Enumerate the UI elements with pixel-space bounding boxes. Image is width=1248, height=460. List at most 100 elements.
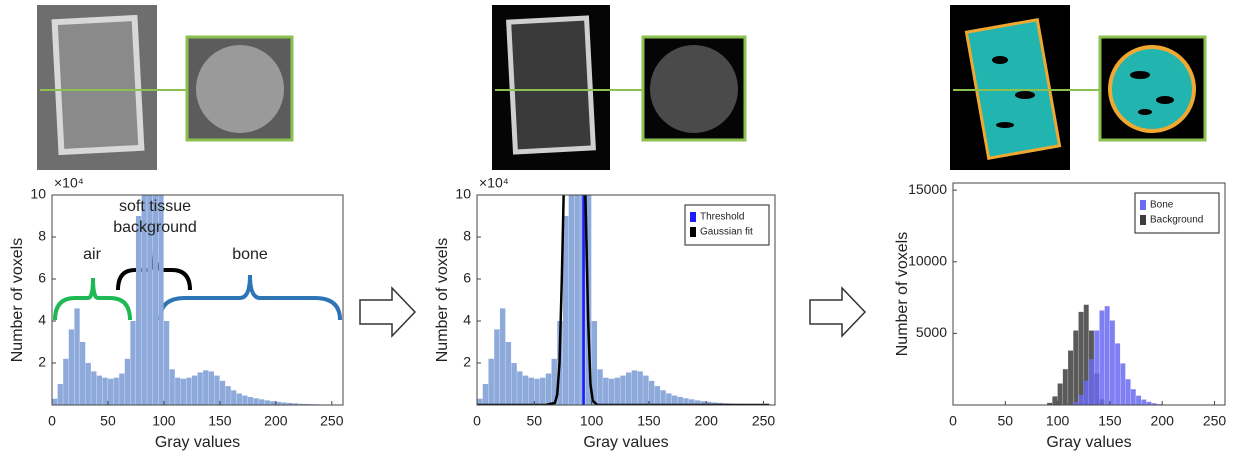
x-tick-label: 150: [1098, 413, 1122, 429]
histogram-bar: [694, 400, 701, 405]
histogram-bar: [1089, 359, 1094, 405]
histogram-bar: [292, 403, 298, 405]
histogram-bar: [1083, 380, 1089, 405]
y-tick-label: 2: [463, 354, 471, 370]
histogram-bar: [102, 377, 108, 405]
fit-line: [477, 195, 770, 405]
arrow: [359, 286, 417, 338]
histogram-bar: [1146, 401, 1152, 405]
histogram-bar: [303, 403, 310, 405]
histogram-bar: [591, 321, 598, 405]
histogram-bar: [499, 308, 506, 405]
y-tick-label: 5000: [916, 324, 947, 340]
histogram-bar: [287, 402, 293, 405]
histogram-bar: [1062, 369, 1068, 405]
histogram-bar: [141, 195, 147, 405]
x-tick-label: 150: [208, 413, 232, 429]
histogram-bar: [264, 400, 270, 405]
histogram-bar: [522, 375, 529, 405]
legend-swatch: [1140, 200, 1146, 210]
x-tick-label: 0: [949, 413, 957, 429]
histogram-bar: [505, 342, 512, 405]
histogram-bar: [1130, 389, 1136, 405]
histogram-bar: [163, 321, 170, 405]
histogram-bar: [1052, 396, 1058, 405]
y-tick-label: 2: [38, 354, 46, 370]
histogram-bar: [119, 373, 125, 405]
histogram-bar: [1151, 403, 1157, 405]
histogram-bar: [677, 397, 684, 405]
histogram-bar: [270, 401, 276, 405]
y-axis-label: Number of voxels: [9, 238, 26, 363]
x-tick-label: 250: [320, 413, 344, 429]
histogram-bar: [158, 195, 164, 405]
histogram-bar: [660, 390, 666, 405]
x-tick-label: 0: [48, 413, 56, 429]
histogram-bar: [96, 375, 103, 405]
histogram-bar: [562, 216, 569, 405]
histogram-bar: [152, 195, 159, 405]
legend-swatch: [1140, 215, 1146, 225]
histogram-bar: [1099, 310, 1105, 405]
y-tick-label: 6: [463, 270, 471, 286]
histogram-bar: [1141, 399, 1147, 405]
histogram-bar: [1120, 363, 1126, 405]
histogram-bar: [52, 398, 58, 405]
histogram-bar: [482, 384, 489, 405]
histogram-bar: [654, 386, 661, 405]
y-tick-label: 10000: [908, 252, 947, 268]
x-tick-label: 200: [695, 413, 719, 429]
histogram-bar: [124, 358, 131, 405]
x-axis-label: Gray values: [1046, 434, 1131, 451]
histogram-bar: [236, 393, 242, 405]
annotation: air: [83, 246, 101, 263]
histogram-bar: [477, 398, 483, 405]
y-offset-text: ×10⁴: [54, 175, 84, 191]
y-tick-label: 15000: [908, 181, 947, 197]
histogram-bar: [671, 395, 678, 405]
histogram-bar: [683, 398, 689, 405]
histogram-bar: [603, 377, 609, 405]
legend-label: Gaussian fit: [700, 227, 753, 238]
brace-bone: [158, 274, 342, 321]
x-tick-label: 200: [1151, 413, 1175, 429]
histogram-bar: [225, 386, 231, 405]
histogram-bar: [511, 363, 517, 405]
legend-swatch: [690, 227, 696, 237]
histogram-bar: [253, 398, 259, 405]
plot-frame: [51, 194, 344, 406]
histogram-bar: [147, 195, 153, 405]
x-tick-label: 100: [152, 413, 176, 429]
histogram-bar: [648, 380, 655, 405]
arrow: [809, 286, 867, 338]
histogram-bar: [494, 329, 500, 405]
y-tick-label: 10: [455, 186, 471, 202]
histogram-bar: [1083, 304, 1089, 405]
histogram-bar: [1125, 379, 1131, 405]
histogram-bar: [107, 378, 114, 405]
y-tick-label: 8: [463, 228, 471, 244]
y-tick-label: 8: [38, 228, 46, 244]
histogram-bar: [1068, 350, 1074, 405]
histogram-bar: [517, 371, 523, 405]
histogram-bar: [608, 378, 615, 405]
histogram-bar: [68, 329, 75, 405]
histogram-bar: [626, 372, 632, 405]
histogram-bar: [275, 401, 282, 405]
histogram-bar: [1073, 402, 1079, 405]
histogram-bar: [711, 402, 718, 405]
histogram-bar: [689, 399, 695, 405]
histogram-bar: [281, 402, 287, 405]
ct-images-raw: [37, 5, 294, 170]
x-tick-label: 50: [998, 413, 1014, 429]
histogram-bar: [1047, 402, 1053, 405]
histogram-bar: [1136, 395, 1142, 405]
legend-label: Background: [1150, 215, 1203, 226]
plot-frame: [952, 182, 1226, 406]
histogram-bar: [534, 378, 540, 405]
y-axis-label: Number of voxels: [894, 232, 911, 357]
histogram-bar: [528, 377, 535, 405]
brace-air: [53, 277, 132, 321]
annotation: bone: [232, 246, 268, 263]
